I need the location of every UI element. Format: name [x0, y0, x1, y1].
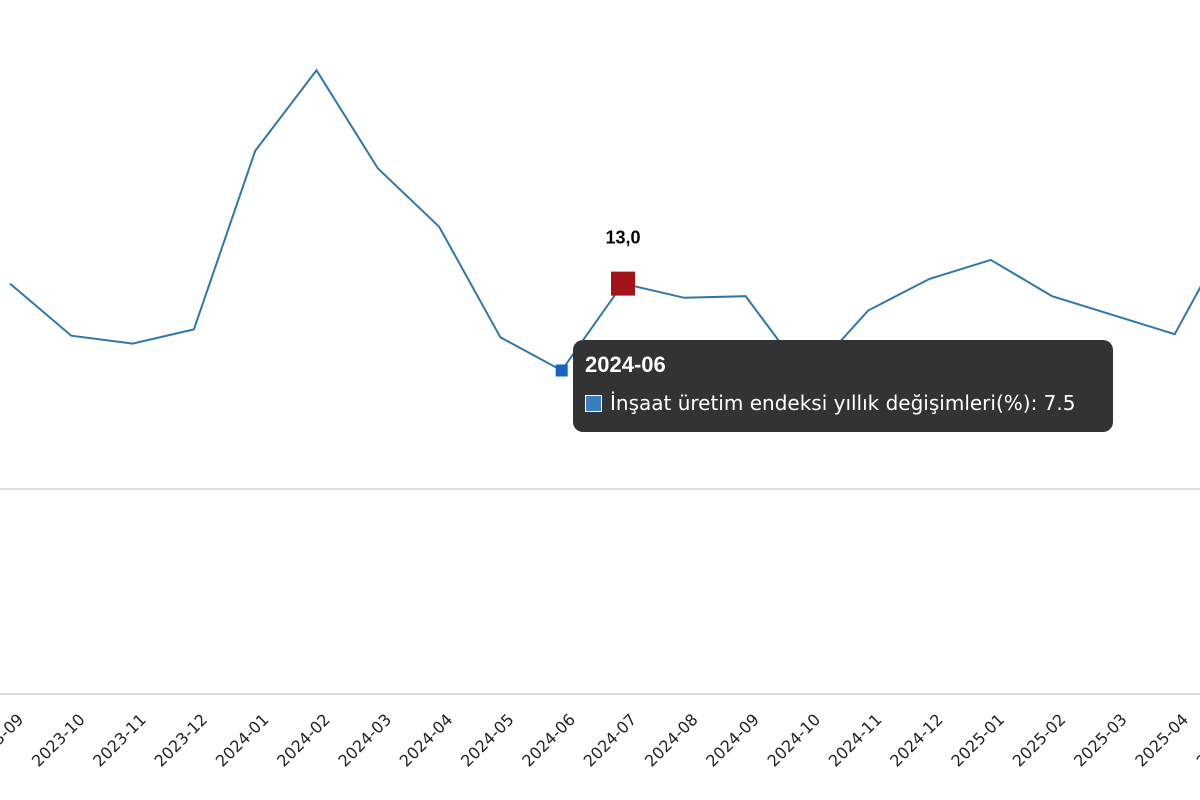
- x-tick-label: 2024-03: [334, 710, 395, 771]
- x-axis: 2023-09 2023-10 2023-11 2023-12 2024-01 2024-…: [0, 710, 1200, 771]
- x-tick-label: 2024-01: [212, 710, 273, 771]
- tooltip-title: 2024-06: [585, 352, 666, 377]
- x-tick-label: 2024-06: [518, 710, 579, 771]
- x-tick-label: 2024-05: [457, 710, 518, 771]
- tooltip-series-swatch: [585, 394, 602, 412]
- tooltip: 2024-06 İnşaat üretim endeksi yıllık değ…: [573, 340, 1113, 432]
- x-tick-label: 2025-03: [1070, 710, 1131, 771]
- x-tick-label: 2024-10: [764, 710, 825, 771]
- x-tick-label: 2025-01: [947, 710, 1008, 771]
- x-tick-label: 2024-08: [641, 710, 702, 771]
- x-tick-label: 2024-12: [886, 710, 947, 771]
- x-tick-label: 2023-11: [89, 710, 150, 771]
- x-tick-label: 2024-07: [580, 710, 641, 771]
- x-tick-label: 2025-04: [1131, 710, 1192, 771]
- x-tick-label: 2023-10: [28, 710, 89, 771]
- x-tick-label: 2023-12: [151, 710, 212, 771]
- series-line: [9, 68, 1200, 380]
- tooltip-value-text: İnşaat üretim endeksi yıllık değişimleri…: [610, 391, 1076, 415]
- highlighted-point-label: 13,0: [605, 228, 640, 248]
- x-tick-label: 2025-02: [1009, 710, 1070, 771]
- x-tick-label: 2023-09: [0, 710, 27, 771]
- hover-point-marker[interactable]: [555, 364, 568, 377]
- x-tick-label: 2025-05: [1193, 710, 1200, 771]
- gridlines: [0, 488, 1200, 695]
- x-tick-label: 2024-11: [825, 710, 886, 771]
- x-tick-label: 2024-02: [273, 710, 334, 771]
- tooltip-row: İnşaat üretim endeksi yıllık değişimleri…: [585, 391, 1113, 415]
- markers: 13,0: [555, 228, 641, 377]
- x-tick-label: 2024-04: [396, 710, 457, 771]
- x-tick-label: 2024-09: [702, 710, 763, 771]
- highlighted-point-marker[interactable]: [611, 271, 635, 296]
